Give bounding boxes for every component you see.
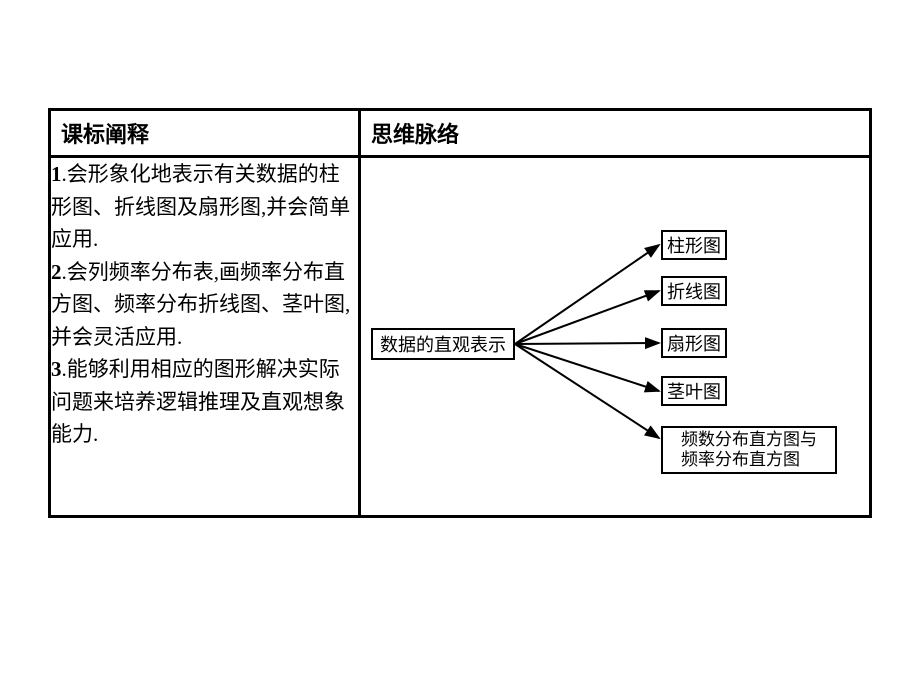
diagram-root-node: 数据的直观表示 [371,328,515,360]
diagram-edge [515,245,659,344]
header-left: 课标阐释 [50,110,360,157]
objective-item: 1.会形象化地表示有关数据的柱形图、折线图及扇形图,并会简单应用. [51,158,358,256]
objective-item: 3.能够利用相应的图形解决实际问题来培养逻辑推理及直观想象能力. [51,353,358,451]
objective-text: .会形象化地表示有关数据的柱形图、折线图及扇形图,并会简单应用. [51,162,350,251]
objective-item: 2.会列频率分布表,画频率分布直方图、频率分布折线图、茎叶图,并会灵活应用. [51,256,358,354]
diagram-cell: 数据的直观表示 柱形图折线图扇形图茎叶图频数分布直方图与频率分布直方图 [360,157,871,517]
objective-number: 3 [51,357,62,381]
objectives-cell: 1.会形象化地表示有关数据的柱形图、折线图及扇形图,并会简单应用.2.会列频率分… [50,157,360,517]
body-row: 1.会形象化地表示有关数据的柱形图、折线图及扇形图,并会简单应用.2.会列频率分… [50,157,871,517]
header-right: 思维脉络 [360,110,871,157]
diagram-child-node: 折线图 [661,276,727,306]
diagram-child-node: 柱形图 [661,230,727,260]
diagram-edge [515,344,659,391]
diagram-child-node: 频数分布直方图与频率分布直方图 [661,426,837,474]
objective-number: 1 [51,162,62,186]
main-table: 课标阐释 思维脉络 1.会形象化地表示有关数据的柱形图、折线图及扇形图,并会简单… [48,108,872,518]
header-row: 课标阐释 思维脉络 [50,110,871,157]
diagram-edge [515,343,659,344]
objective-number: 2 [51,260,62,284]
diagram-edge [515,344,659,438]
objective-text: .能够利用相应的图形解决实际问题来培养逻辑推理及直观想象能力. [51,357,345,446]
diagram-edge [515,291,659,344]
diagram-child-node: 茎叶图 [661,376,727,406]
objective-text: .会列频率分布表,画频率分布直方图、频率分布折线图、茎叶图,并会灵活应用. [51,260,350,349]
diagram-child-node: 扇形图 [661,328,727,358]
page-root: 课标阐释 思维脉络 1.会形象化地表示有关数据的柱形图、折线图及扇形图,并会简单… [0,0,920,690]
